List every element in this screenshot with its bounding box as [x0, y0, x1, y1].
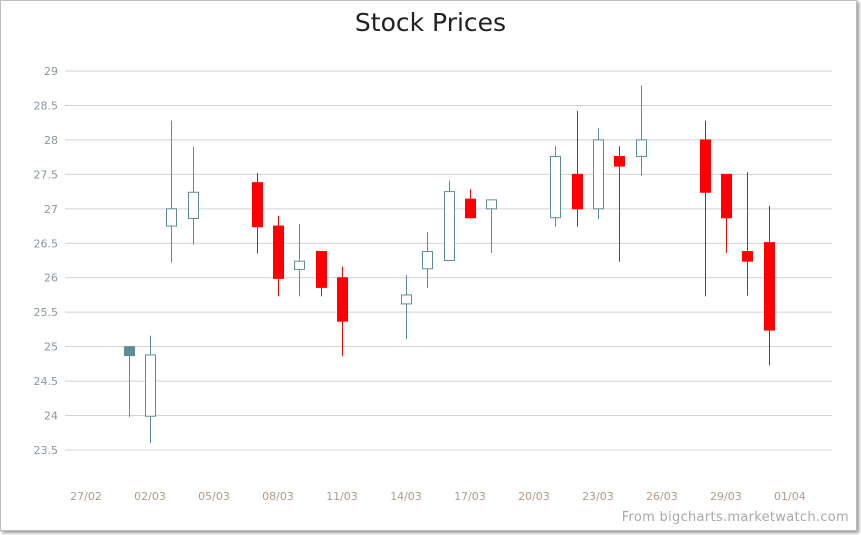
candle-body: [742, 251, 753, 262]
candle-body: [572, 173, 583, 210]
x-tick-label: 02/03: [134, 490, 166, 503]
x-tick-label: 14/03: [390, 490, 422, 503]
y-tick-label: 28: [44, 134, 58, 147]
x-tick-label: 27/02: [70, 490, 102, 503]
y-tick-label: 25.5: [34, 306, 59, 319]
candle-body: [337, 277, 348, 322]
x-tick-label: 05/03: [198, 490, 230, 503]
x-tick-label: 29/03: [710, 490, 742, 503]
x-tick-label: 23/03: [582, 490, 614, 503]
candle-body: [465, 198, 476, 219]
candle-body: [252, 182, 263, 228]
source-credit: From bigcharts.marketwatch.com: [621, 510, 849, 525]
y-tick-label: 28.5: [34, 99, 59, 112]
candle-body: [166, 208, 177, 227]
y-tick-label: 26.5: [34, 237, 59, 250]
candle-body: [444, 191, 455, 261]
candle-body: [422, 251, 433, 270]
x-tick-label: 08/03: [262, 490, 294, 503]
candle-body: [614, 155, 625, 167]
candle-body: [145, 354, 156, 417]
candle-body: [124, 346, 135, 357]
y-tick-label: 27: [44, 203, 58, 216]
x-tick-label: 11/03: [326, 490, 358, 503]
y-tick-label: 27.5: [34, 168, 59, 181]
y-tick-label: 29: [44, 65, 58, 78]
candle-body: [550, 155, 561, 219]
y-tick-label: 24.5: [34, 375, 59, 388]
x-tick-label: 01/04: [774, 490, 806, 503]
y-tick-label: 23.5: [34, 444, 59, 457]
candle-body: [593, 139, 604, 210]
candle-body: [721, 173, 732, 219]
candle-body: [401, 294, 412, 305]
x-tick-label: 17/03: [454, 490, 486, 503]
candle-body: [273, 225, 284, 279]
candle-body: [486, 199, 497, 210]
candle-body: [700, 139, 711, 193]
y-tick-label: 26: [44, 272, 58, 285]
y-tick-label: 24: [44, 410, 58, 423]
candle-body: [764, 242, 775, 331]
x-tick-label: 20/03: [518, 490, 550, 503]
y-tick-label: 25: [44, 341, 58, 354]
x-tick-label: 26/03: [646, 490, 678, 503]
chart-title: Stock Prices: [354, 8, 507, 37]
candle-body: [636, 139, 647, 157]
candle-body: [188, 191, 199, 219]
candle-body: [294, 260, 305, 270]
candle-body: [316, 251, 327, 288]
